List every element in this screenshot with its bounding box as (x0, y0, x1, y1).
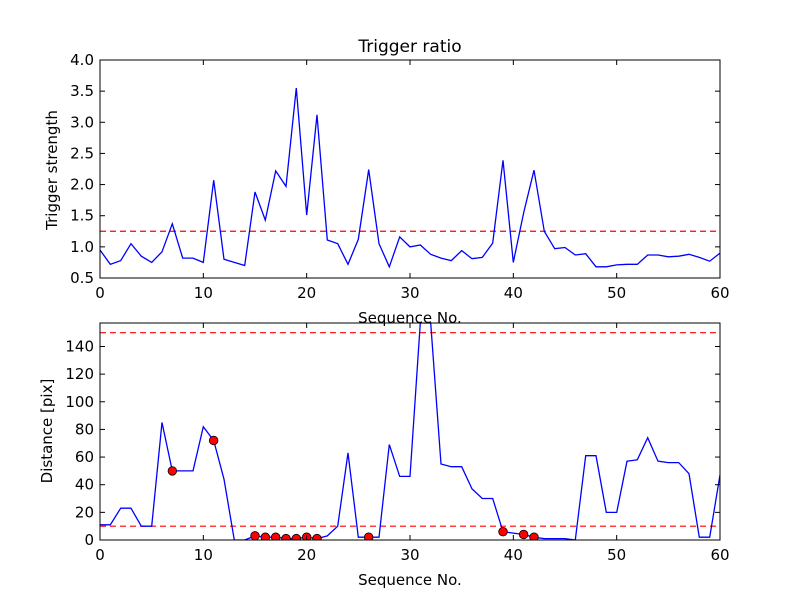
data-point (291, 533, 302, 540)
x-tick-label: 50 (607, 284, 626, 302)
data-point (498, 527, 508, 537)
data-point (270, 532, 281, 540)
plot-area (100, 323, 720, 540)
x-tick-label: 40 (504, 284, 523, 302)
axis-ticks: 0 10 20 30 40 50 60 0 20 40 60 80 100 120 140 (65, 323, 730, 564)
x-tick-label: 30 (400, 284, 419, 302)
y-axis-label: Distance [pix] (38, 379, 56, 484)
x-tick-label: 10 (194, 546, 213, 564)
y-tick-label: 0.5 (70, 269, 94, 287)
data-point (250, 531, 260, 540)
data-point (260, 532, 271, 540)
y-tick-label: 60 (75, 448, 94, 466)
x-tick-label: 0 (95, 284, 105, 302)
x-tick-label: 40 (504, 546, 523, 564)
y-tick-label: 140 (65, 337, 94, 355)
x-tick-label: 10 (194, 284, 213, 302)
y-tick-label: 40 (75, 476, 94, 494)
y-tick-label: 20 (75, 503, 94, 521)
x-tick-label: 0 (95, 546, 105, 564)
series-line-0 (100, 87, 720, 269)
y-axis-label: Trigger strength (43, 110, 61, 231)
y-tick-label: 120 (65, 365, 94, 383)
axis-ticks: 0 10 20 30 40 50 60 0.5 1.0 1.5 2.0 2.5 3.0 3.5 4.0 (70, 51, 729, 302)
y-tick-label: 3.0 (70, 113, 94, 131)
data-point (363, 532, 374, 540)
data-point (167, 466, 178, 476)
data-point (281, 533, 291, 540)
y-tick-label: 4.0 (70, 51, 94, 69)
y-tick-label: 3.5 (70, 82, 94, 100)
y-tick-label: 2.5 (70, 144, 94, 162)
data-point (518, 529, 529, 540)
data-point (208, 435, 219, 446)
y-tick-label: 0 (84, 531, 94, 549)
x-axis-label: Sequence No. (358, 571, 462, 589)
x-tick-label: 20 (297, 284, 316, 302)
distance-chart: Sequence No. Distance [pix] 0 10 20 30 40 50 6… (38, 322, 730, 589)
x-tick-label: 20 (297, 546, 316, 564)
chart-title: Trigger ratio (357, 37, 461, 57)
x-tick-label: 60 (710, 284, 729, 302)
y-tick-label: 1.0 (70, 238, 94, 256)
y-tick-label: 2.0 (70, 176, 94, 194)
data-point (312, 533, 322, 540)
x-tick-label: 50 (607, 546, 626, 564)
trigger-ratio-chart: Trigger ratio Sequence No. Trigger stren… (43, 37, 730, 327)
x-tick-label: 30 (400, 546, 419, 564)
x-tick-label: 60 (710, 546, 729, 564)
plot-area (100, 87, 720, 269)
data-point (529, 532, 539, 540)
series-line-0 (100, 323, 720, 540)
y-tick-label: 1.5 (70, 207, 94, 225)
y-tick-label: 80 (75, 420, 94, 438)
y-tick-label: 100 (65, 393, 94, 411)
